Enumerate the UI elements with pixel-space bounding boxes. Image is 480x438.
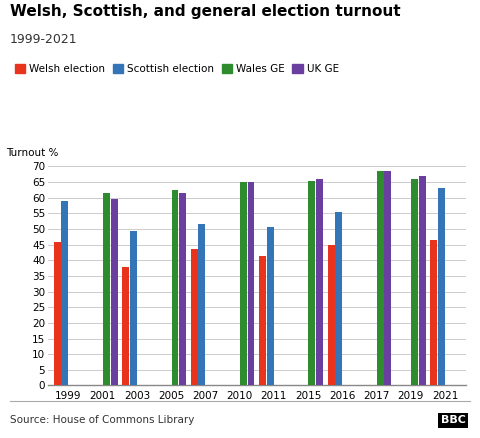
Bar bbox=[130, 230, 137, 385]
Bar bbox=[54, 241, 60, 385]
Bar bbox=[316, 179, 323, 385]
Bar bbox=[103, 193, 110, 385]
Bar bbox=[191, 249, 198, 385]
Bar bbox=[259, 256, 266, 385]
Bar bbox=[122, 267, 129, 385]
Bar bbox=[328, 245, 335, 385]
Bar bbox=[240, 182, 247, 385]
Bar bbox=[377, 171, 384, 385]
Text: Turnout %: Turnout % bbox=[6, 148, 59, 158]
Text: Welsh, Scottish, and general election turnout: Welsh, Scottish, and general election tu… bbox=[10, 4, 400, 19]
Bar bbox=[267, 227, 274, 385]
Bar bbox=[335, 212, 342, 385]
Bar bbox=[430, 240, 437, 385]
Bar bbox=[411, 179, 418, 385]
Bar bbox=[171, 190, 179, 385]
Bar bbox=[384, 171, 391, 385]
Text: Source: House of Commons Library: Source: House of Commons Library bbox=[10, 416, 194, 425]
Text: BBC: BBC bbox=[441, 416, 466, 425]
Bar bbox=[248, 182, 254, 385]
Text: 1999-2021: 1999-2021 bbox=[10, 33, 77, 46]
Bar bbox=[179, 193, 186, 385]
Bar bbox=[110, 199, 118, 385]
Bar bbox=[309, 180, 315, 385]
Bar bbox=[61, 201, 68, 385]
Bar bbox=[419, 176, 426, 385]
Bar bbox=[438, 188, 445, 385]
Legend: Welsh election, Scottish election, Wales GE, UK GE: Welsh election, Scottish election, Wales… bbox=[15, 64, 339, 74]
Bar bbox=[198, 224, 205, 385]
